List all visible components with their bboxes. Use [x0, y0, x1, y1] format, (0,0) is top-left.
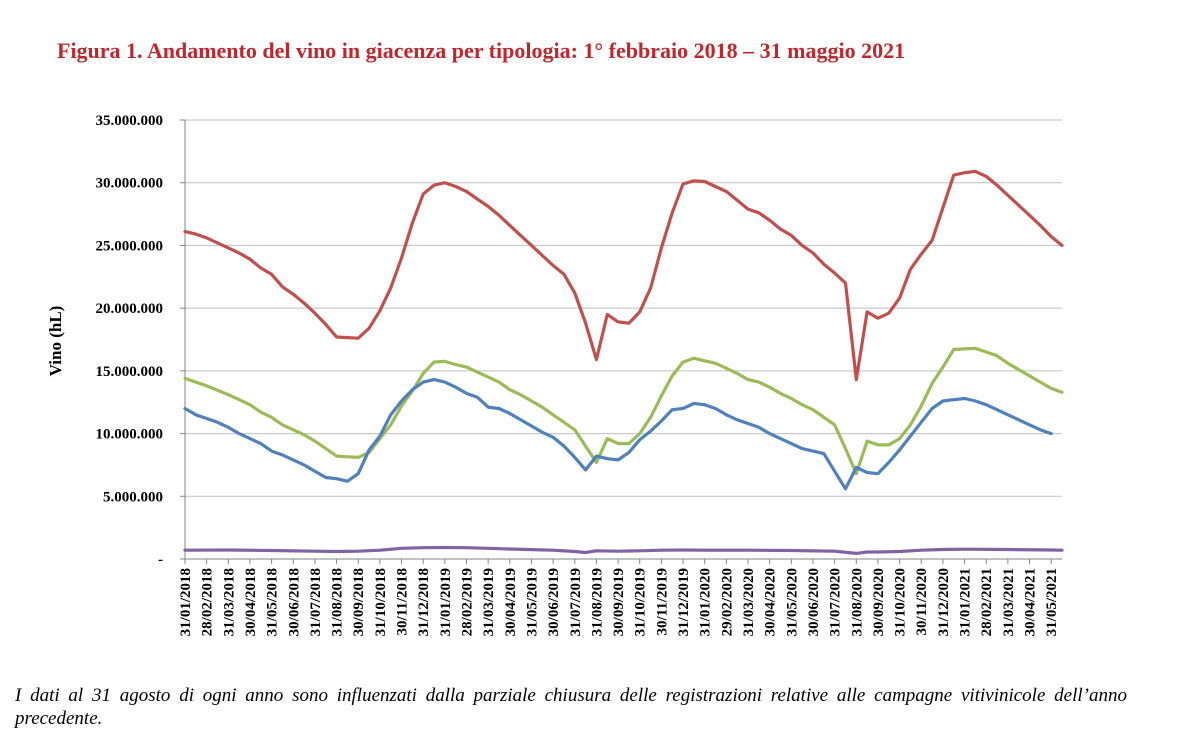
x-tick-label: 31/01/2020	[698, 568, 714, 636]
y-tick-label: -	[158, 552, 163, 568]
y-tick-label: 5.000.000	[103, 489, 163, 505]
series-line-1	[183, 169, 1064, 382]
x-tick-label: 30/06/2018	[286, 568, 302, 636]
x-tick-label: 28/02/2021	[979, 568, 995, 636]
x-tick-label: 31/07/2019	[568, 568, 584, 636]
x-tick-label: 30/11/2019	[654, 568, 670, 636]
y-tick-label: 35.000.000	[96, 113, 164, 129]
x-tick-label: 31/07/2018	[308, 568, 324, 636]
x-tick-label: 31/12/2019	[676, 568, 692, 636]
y-tick-label: 25.000.000	[96, 238, 164, 254]
x-tick-label: 30/11/2020	[914, 568, 930, 636]
x-tick-label: 31/01/2021	[958, 568, 974, 636]
gridlines	[185, 119, 1062, 497]
x-tick-label: 30/04/2020	[763, 568, 779, 636]
x-tick-label: 31/05/2019	[524, 568, 540, 636]
axes	[180, 119, 1062, 564]
x-tick-label: 31/01/2018	[178, 568, 194, 636]
x-tick-labels: 31/01/2018 28/02/2018 31/03/2018 30/04/2018…	[178, 568, 1060, 636]
x-tick-label: 31/10/2018	[373, 568, 389, 636]
x-tick-label: 30/11/2018	[395, 568, 411, 636]
x-tick-label: 30/04/2018	[243, 568, 259, 636]
x-tick-label: 31/05/2018	[265, 568, 281, 636]
x-tick-label: 31/08/2020	[849, 568, 865, 636]
y-tick-label: 15.000.000	[96, 364, 164, 380]
series-line-4	[183, 545, 1064, 555]
x-tick-label: 31/08/2019	[589, 568, 605, 636]
x-tick-label: 31/08/2018	[330, 568, 346, 636]
series-lines	[183, 169, 1064, 555]
line-chart: - 5.000.000 10.000.000 15.000.000 20.000.000…	[46, 113, 1064, 636]
x-tick-label: 30/04/2021	[1023, 568, 1039, 636]
x-tick-label: 30/09/2020	[871, 568, 887, 636]
x-tick-label: 29/02/2020	[719, 568, 735, 636]
x-tick-label: 31/03/2019	[481, 568, 497, 636]
y-tick-label: 10.000.000	[96, 427, 164, 443]
x-tick-label: 31/05/2021	[1044, 568, 1060, 636]
y-axis-title: Vino (hL)	[46, 306, 65, 377]
x-tick-label: 30/09/2018	[351, 568, 367, 636]
x-tick-label: 31/12/2018	[416, 568, 432, 636]
x-tick-label: 31/03/2021	[1001, 568, 1017, 636]
x-tick-label: 28/02/2019	[460, 568, 476, 636]
x-tick-label: 31/12/2020	[936, 568, 952, 636]
series-line-2	[183, 346, 1064, 476]
x-tick-label: 31/03/2020	[741, 568, 757, 636]
x-tick-label: 30/04/2019	[503, 568, 519, 636]
y-tick-label: 30.000.000	[96, 176, 164, 192]
y-tick-labels: - 5.000.000 10.000.000 15.000.000 20.000.000…	[96, 113, 164, 568]
series-line-3	[183, 378, 1053, 491]
x-tick-label: 31/10/2019	[633, 568, 649, 636]
x-tick-label: 31/01/2019	[438, 568, 454, 636]
x-tick-label: 30/09/2019	[611, 568, 627, 636]
x-tick-label: 31/03/2018	[221, 568, 237, 636]
y-tick-label: 20.000.000	[96, 301, 164, 317]
x-tick-label: 30/06/2019	[546, 568, 562, 636]
figure-title: Figura 1. Andamento del vino in giacenza…	[57, 38, 906, 63]
x-tick-label: 30/06/2020	[806, 568, 822, 636]
x-tick-label: 31/05/2020	[784, 568, 800, 636]
x-tick-label: 31/10/2020	[893, 568, 909, 636]
figure-note: I dati al 31 agosto di ogni anno sono in…	[15, 685, 1127, 729]
x-tick-label: 31/07/2020	[828, 568, 844, 636]
x-tick-label: 28/02/2018	[200, 568, 216, 636]
